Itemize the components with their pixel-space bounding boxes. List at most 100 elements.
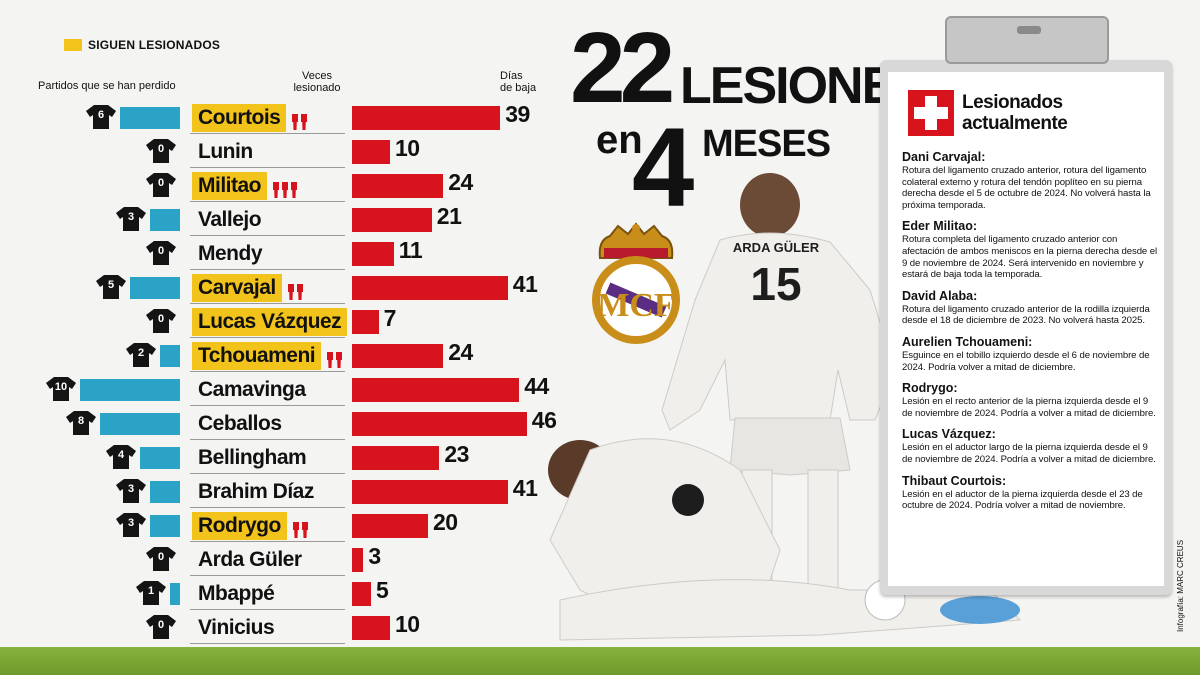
player-name: Lunin: [198, 140, 253, 163]
jersey-icon: 8: [66, 411, 96, 435]
header-times-line1: Veces: [302, 70, 332, 82]
clipboard-paper: [888, 72, 1164, 586]
board-title-line1: Lesionados: [962, 92, 1063, 113]
injury-entry: Thibaut Courtois: Lesión en el aductor de…: [902, 474, 1158, 512]
player-row: 1 Mbappé 5: [0, 576, 560, 610]
jersey-name-text: ARDA GÜLER: [733, 240, 820, 255]
header-times-injured: Veces lesionado: [282, 70, 352, 94]
title-number: 22: [570, 12, 675, 124]
person-icon: [292, 516, 300, 538]
missed-matches-bar: [100, 413, 180, 435]
title-months-word: MESES: [702, 123, 831, 165]
jersey-icon: 0: [146, 173, 176, 197]
row-divider: [190, 609, 345, 610]
days-out-bar: [352, 548, 364, 572]
days-out-value: 39: [505, 101, 530, 127]
missed-matches-value: 0: [157, 313, 165, 325]
title-connector: en: [596, 118, 643, 162]
player-row: 0 Militao 24: [0, 168, 560, 202]
player-name: Vinicius: [198, 616, 275, 639]
row-divider: [190, 371, 345, 372]
row-divider: [190, 473, 345, 474]
jersey-icon: 2: [126, 343, 156, 367]
missed-matches-bar: [150, 209, 180, 231]
row-divider: [190, 167, 345, 168]
days-out-value: 24: [448, 169, 473, 195]
injury-entry-text: Rotura del ligamento cruzado anterior de…: [902, 303, 1150, 327]
player-name: Lucas Vázquez: [192, 308, 348, 336]
title-months-number: 4: [632, 105, 695, 230]
player-row: 0 Lucas Vázquez 7: [0, 304, 560, 338]
person-icon: [326, 346, 334, 368]
player-row: 0 Lunin 10: [0, 134, 560, 168]
player-row: 3 Rodrygo 20: [0, 508, 560, 542]
sponsor-logo: [672, 484, 704, 516]
days-out-bar: [352, 378, 520, 402]
player-head-standing: [740, 173, 800, 237]
player-name: Courtois: [192, 104, 287, 132]
person-icon: [287, 278, 295, 300]
injury-entry: Eder Militao: Rotura completa del ligamen…: [902, 219, 1158, 280]
player-row: 0 Mendy 11: [0, 236, 560, 270]
row-divider: [190, 303, 345, 304]
injury-entry: Dani Carvajal: Rotura del ligamento cruza…: [902, 150, 1158, 211]
player-name: Camavinga: [198, 378, 306, 401]
player-row: 10 Camavinga 44: [0, 372, 560, 406]
player-row: 0 Vinicius 10: [0, 610, 560, 644]
days-out-bar: [352, 140, 390, 164]
row-divider: [190, 133, 345, 134]
days-out-value: 5: [376, 577, 389, 603]
jersey-icon: 0: [146, 615, 176, 639]
player-shorts-standing: [729, 417, 851, 476]
jersey-icon: 1: [136, 581, 166, 605]
days-out-value: 10: [395, 611, 420, 637]
days-out-value: 24: [448, 339, 473, 365]
days-out-bar: [352, 616, 390, 640]
missed-matches-bar: [170, 583, 180, 605]
player-row: 2 Tchouameni 24: [0, 338, 560, 372]
injury-entry-text: Rotura completa del ligamento cruzado an…: [902, 234, 1157, 281]
board-title: Lesionados actualmente: [962, 92, 1152, 134]
days-out-bar: [352, 106, 501, 130]
person-icon: [296, 278, 304, 300]
jersey-icon: 5: [96, 275, 126, 299]
times-injured: [292, 516, 309, 538]
credit: Infografía: MARC CREUS: [1176, 539, 1185, 632]
player-name: Carvajal: [192, 274, 282, 302]
missed-matches-value: 0: [157, 245, 165, 257]
row-divider: [190, 405, 345, 406]
player-row: 5 Carvajal 41: [0, 270, 560, 304]
missed-matches-value: 3: [127, 211, 135, 223]
player-name: Arda Güler: [198, 548, 302, 571]
legend-label: SIGUEN LESIONADOS: [88, 38, 221, 52]
days-out-value: 41: [512, 475, 538, 501]
days-out-value: 3: [368, 543, 381, 569]
person-icon: [291, 108, 299, 130]
grass-strip: [0, 647, 1200, 675]
injury-entry-name: Eder Militao:: [902, 219, 978, 234]
days-out-bar: [352, 514, 428, 538]
svg-text:MCF: MCF: [597, 287, 674, 324]
row-divider: [190, 201, 345, 202]
missed-matches-bar: [120, 107, 180, 129]
times-injured: [287, 278, 304, 300]
jersey-icon: 0: [146, 547, 176, 571]
player-name: Bellingham: [198, 446, 307, 469]
injury-entry-name: David Alaba:: [902, 288, 978, 303]
header-days-line1: Días: [500, 70, 523, 82]
person-icon: [272, 176, 280, 198]
row-divider: [190, 575, 345, 576]
player-name: Mendy: [198, 242, 263, 265]
days-out-bar: [352, 344, 444, 368]
jersey-icon: 0: [146, 139, 176, 163]
row-divider: [190, 541, 345, 542]
missed-matches-bar: [160, 345, 180, 367]
player-row: 3 Brahim Díaz 41: [0, 474, 560, 508]
days-out-bar: [352, 310, 379, 334]
times-injured: [326, 346, 343, 368]
days-out-bar: [352, 208, 432, 232]
days-out-bar: [352, 582, 371, 606]
row-divider: [190, 507, 345, 508]
injury-entry-text: Lesión en el aductor largo de la pierna …: [902, 442, 1156, 465]
legend-swatch: [64, 39, 82, 51]
